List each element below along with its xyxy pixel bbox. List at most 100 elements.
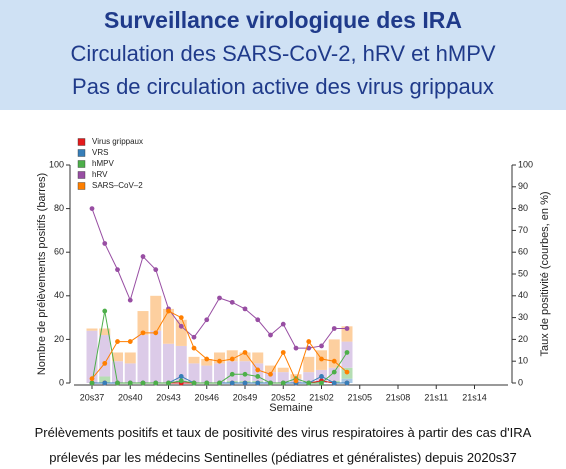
bar (214, 363, 225, 383)
rate-point (306, 339, 312, 344)
rate-point (217, 358, 222, 364)
caption-line: Prélèvements positifs et taux de positiv… (34, 425, 532, 440)
x-tick-label: 20s46 (194, 392, 219, 402)
bar (188, 356, 200, 364)
bar (86, 328, 98, 331)
y2-tick-label: 90 (518, 181, 528, 191)
y-tick-label: 100 (49, 159, 64, 169)
legend-label: Virus grippaux (92, 137, 143, 146)
x-tick-label: 20s40 (118, 392, 143, 402)
rate-point (344, 369, 350, 375)
legend-swatch (77, 149, 86, 157)
bar (137, 311, 149, 336)
rate-point (268, 332, 273, 338)
rate-point (306, 380, 312, 386)
rate-point (344, 350, 350, 355)
rate-point (89, 376, 95, 382)
legend-swatch (77, 171, 86, 179)
bar (265, 372, 276, 383)
rate-point (319, 356, 324, 362)
rate-point (268, 371, 273, 377)
rate-point (229, 356, 235, 362)
rate-point (242, 350, 248, 355)
chart: 0 20 40 60 80 100 0 10 20 30 40 50 60 70 80 90 100 20s37 2… (36, 137, 551, 414)
bar (99, 328, 111, 336)
rate-point (217, 295, 222, 301)
rate-point (191, 345, 197, 351)
bar (201, 365, 213, 383)
rate-point (166, 308, 171, 314)
y2-axis-label: Taux de positivité (courbes, en %) (539, 191, 551, 356)
rate-point (319, 374, 324, 379)
bar (112, 352, 123, 362)
rate-point (204, 380, 210, 386)
rate-point (331, 369, 337, 375)
bar (150, 330, 162, 383)
bar (124, 363, 136, 383)
x-tick-label: 21s05 (347, 392, 372, 402)
rate-point (242, 306, 248, 312)
rate-point (127, 297, 133, 303)
bar (124, 352, 136, 364)
caption-line: prélevés par les médecins Sentinelles (p… (49, 450, 517, 465)
rate-point (178, 378, 184, 384)
bar (112, 361, 123, 383)
bar (163, 343, 174, 383)
title: Surveillance virologique des IRA (104, 7, 462, 33)
bar (201, 359, 213, 366)
rate-point (293, 345, 299, 351)
rate-point (255, 380, 261, 386)
rate-point (89, 380, 95, 386)
bar (99, 376, 111, 383)
bar (214, 352, 225, 364)
bar (188, 363, 200, 383)
rate-point (331, 358, 337, 364)
rate-point (280, 350, 286, 355)
y2-tick-label: 50 (518, 268, 528, 278)
bar (175, 345, 187, 381)
bar (239, 352, 251, 362)
rate-point (242, 371, 248, 377)
rate-point (319, 380, 324, 386)
x-tick-label: 21s14 (462, 392, 487, 402)
rate-point (89, 206, 95, 211)
y-tick-label: 0 (59, 377, 64, 387)
rate-point (229, 371, 235, 377)
y2-tick-label: 0 (518, 377, 523, 387)
legend-label: VRS (92, 148, 108, 157)
y2-tick-label: 10 (518, 356, 528, 366)
rate-point (102, 241, 108, 246)
bar (265, 365, 276, 373)
rate-point (229, 380, 235, 386)
legend-label: hMPV (92, 159, 114, 168)
rate-point (229, 299, 235, 305)
rate-point (293, 378, 299, 384)
rate-point (115, 339, 120, 344)
y-axis-label: Nombre de prélèvements positifs (barres) (36, 173, 48, 375)
bar (226, 350, 238, 362)
rate-point (102, 308, 108, 314)
x-tick-label: 21s11 (424, 392, 448, 402)
y-tick-label: 20 (54, 334, 64, 344)
bar (277, 372, 289, 383)
y2-tick-label: 80 (518, 203, 528, 213)
x-tick-label: 21s08 (386, 392, 411, 402)
rate-point (344, 326, 350, 331)
rate-point (255, 317, 261, 323)
rate-point (280, 321, 286, 327)
rate-point (255, 374, 261, 379)
rate-point (178, 315, 184, 320)
y2-tick-label: 70 (518, 225, 528, 235)
rate-point (344, 380, 350, 386)
rate-point (140, 380, 146, 386)
rate-point (191, 334, 197, 340)
legend-label: hRV (92, 170, 108, 179)
y2-tick-label: 60 (518, 247, 528, 257)
rate-point (115, 380, 120, 386)
bar (252, 352, 264, 364)
bar (99, 335, 111, 377)
x-tick-label: 20s52 (271, 392, 296, 402)
bar (239, 361, 251, 381)
y-tick-label: 40 (54, 290, 64, 300)
